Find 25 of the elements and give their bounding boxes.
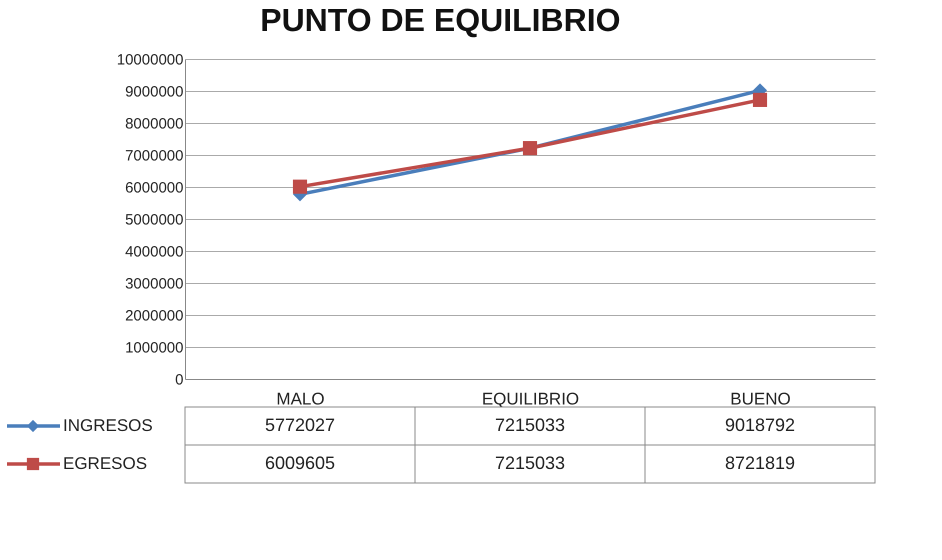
point: [752, 92, 768, 107]
y-tick-label: 10000000: [116, 52, 184, 68]
y-tick-label: 9000000: [125, 84, 184, 100]
x-tick-label: MALO: [276, 390, 325, 408]
y-tick-label: 2000000: [125, 308, 184, 324]
legend-label: INGRESOS: [63, 416, 153, 435]
y-tick-label: 3000000: [125, 276, 184, 292]
y-tick-label: 5000000: [125, 212, 184, 228]
point: [292, 180, 308, 194]
x-tick-label: BUENO: [730, 390, 791, 408]
y-tick-label: 8000000: [125, 116, 184, 132]
data-label: 8721819: [724, 453, 796, 473]
y-tick-label: 0: [175, 372, 184, 388]
x-tick-label: EQUILIBRIO: [482, 390, 580, 408]
y-tick-label: 1000000: [125, 340, 184, 356]
y-tick-label: 6000000: [125, 180, 184, 196]
data-label: 5772027: [264, 415, 336, 435]
data-label: 9018792: [724, 415, 796, 435]
data-label: 7215033: [494, 415, 566, 435]
legend-label: EGRESOS: [63, 454, 148, 473]
y-tick-label: 7000000: [125, 148, 184, 164]
data-label: 7215033: [494, 453, 566, 473]
chart-title: PUNTO DE EQUILIBRIO: [260, 2, 621, 38]
y-tick-label: 4000000: [125, 244, 184, 260]
data-label: 6009605: [264, 453, 336, 473]
